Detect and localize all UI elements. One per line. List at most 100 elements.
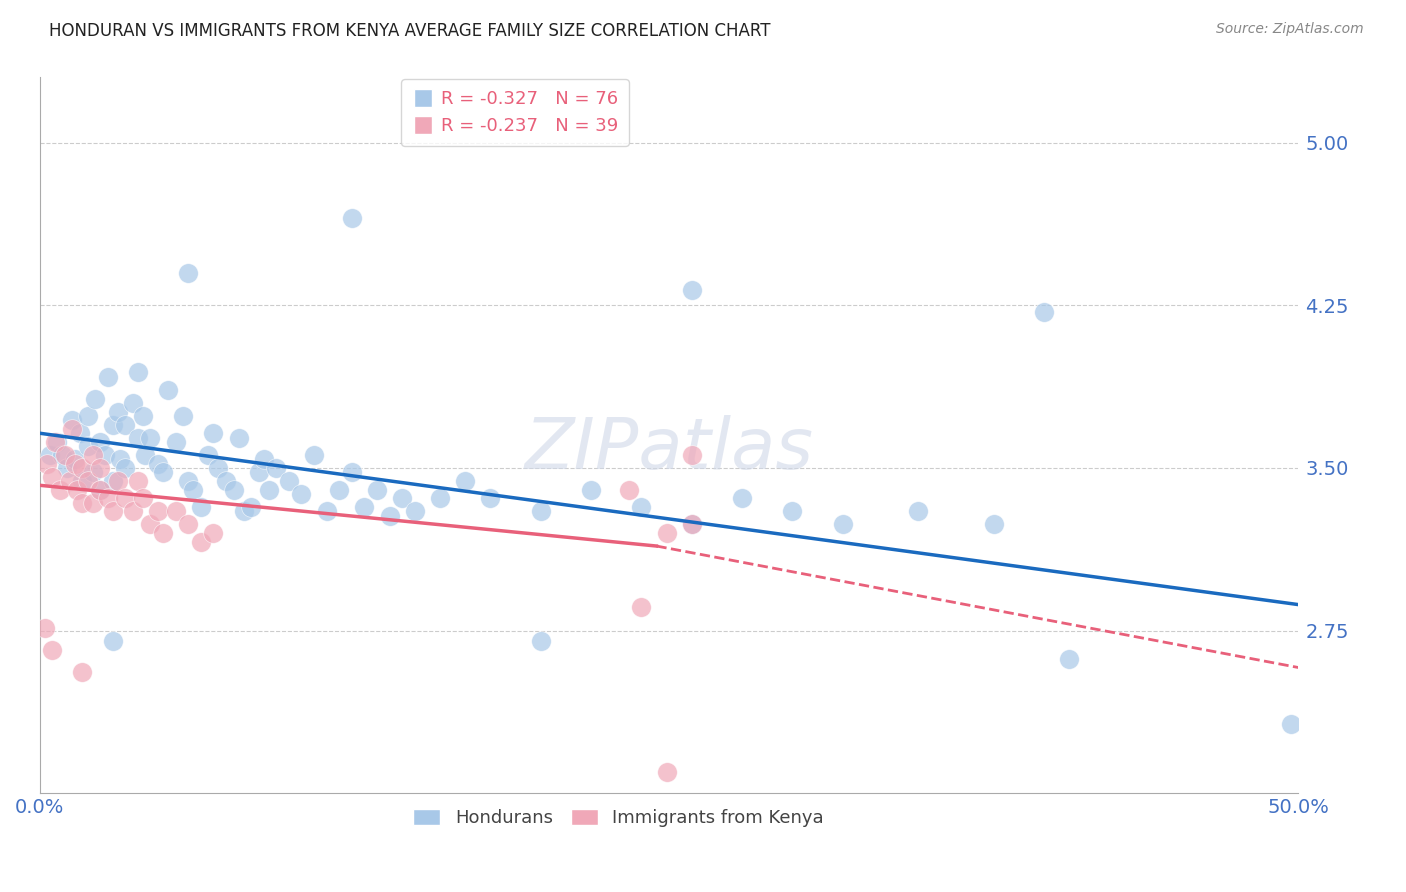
Point <box>66 483 89 497</box>
Point <box>240 500 263 514</box>
Point <box>782 504 804 518</box>
Point <box>94 448 117 462</box>
Point <box>114 461 136 475</box>
Point <box>82 448 104 462</box>
Point <box>51 448 73 462</box>
Point <box>69 426 91 441</box>
Point <box>152 465 174 479</box>
Point <box>127 474 149 488</box>
Point <box>655 526 678 541</box>
Point <box>172 409 194 423</box>
Point <box>177 517 200 532</box>
Point <box>1033 304 1056 318</box>
Point <box>114 417 136 432</box>
Point <box>89 461 111 475</box>
Point <box>76 439 98 453</box>
Point <box>177 474 200 488</box>
Point <box>84 392 107 406</box>
Point <box>479 491 502 506</box>
Point <box>76 474 98 488</box>
Point <box>983 517 1005 532</box>
Point <box>222 483 245 497</box>
Point <box>247 465 270 479</box>
Legend: Hondurans, Immigrants from Kenya: Hondurans, Immigrants from Kenya <box>406 802 831 834</box>
Point <box>107 474 129 488</box>
Point <box>72 474 94 488</box>
Point <box>62 422 84 436</box>
Point <box>72 461 94 475</box>
Point <box>89 483 111 497</box>
Point <box>114 491 136 506</box>
Point <box>202 526 225 541</box>
Point <box>53 448 76 462</box>
Point <box>82 496 104 510</box>
Point <box>165 434 187 449</box>
Point <box>190 500 212 514</box>
Point <box>37 457 59 471</box>
Point <box>177 266 200 280</box>
Point <box>831 517 853 532</box>
Point <box>134 448 156 462</box>
Point <box>101 634 124 648</box>
Point <box>340 465 363 479</box>
Point <box>62 413 84 427</box>
Point <box>72 665 94 679</box>
Point <box>378 508 401 523</box>
Point <box>353 500 375 514</box>
Point <box>152 526 174 541</box>
Point <box>107 404 129 418</box>
Point <box>97 369 120 384</box>
Point <box>681 517 703 532</box>
Point <box>121 396 143 410</box>
Point <box>101 417 124 432</box>
Point <box>139 431 162 445</box>
Point <box>302 448 325 462</box>
Point <box>315 504 337 518</box>
Point <box>181 483 204 497</box>
Point <box>157 383 180 397</box>
Point <box>202 426 225 441</box>
Point <box>63 457 86 471</box>
Point <box>630 500 652 514</box>
Point <box>89 483 111 497</box>
Point <box>132 491 155 506</box>
Text: ZIPatlas: ZIPatlas <box>524 415 814 484</box>
Point <box>681 448 703 462</box>
Point <box>132 409 155 423</box>
Point <box>228 431 250 445</box>
Point <box>391 491 413 506</box>
Point <box>56 461 79 475</box>
Point <box>59 474 82 488</box>
Point <box>207 461 229 475</box>
Point <box>197 448 219 462</box>
Point <box>266 461 288 475</box>
Point <box>89 434 111 449</box>
Point <box>681 283 703 297</box>
Point <box>257 483 280 497</box>
Point <box>366 483 388 497</box>
Point <box>681 517 703 532</box>
Point <box>121 504 143 518</box>
Point <box>72 496 94 510</box>
Point <box>579 483 602 497</box>
Point <box>328 483 350 497</box>
Point <box>1059 652 1081 666</box>
Point <box>429 491 451 506</box>
Point <box>41 469 63 483</box>
Point <box>146 504 169 518</box>
Point <box>290 487 312 501</box>
Point <box>190 534 212 549</box>
Point <box>46 434 69 449</box>
Point <box>617 483 640 497</box>
Point <box>253 452 276 467</box>
Point <box>41 643 63 657</box>
Point <box>139 517 162 532</box>
Point <box>277 474 299 488</box>
Point <box>232 504 254 518</box>
Point <box>49 483 72 497</box>
Point <box>34 622 56 636</box>
Point <box>63 452 86 467</box>
Point <box>101 504 124 518</box>
Point <box>82 465 104 479</box>
Point <box>404 504 426 518</box>
